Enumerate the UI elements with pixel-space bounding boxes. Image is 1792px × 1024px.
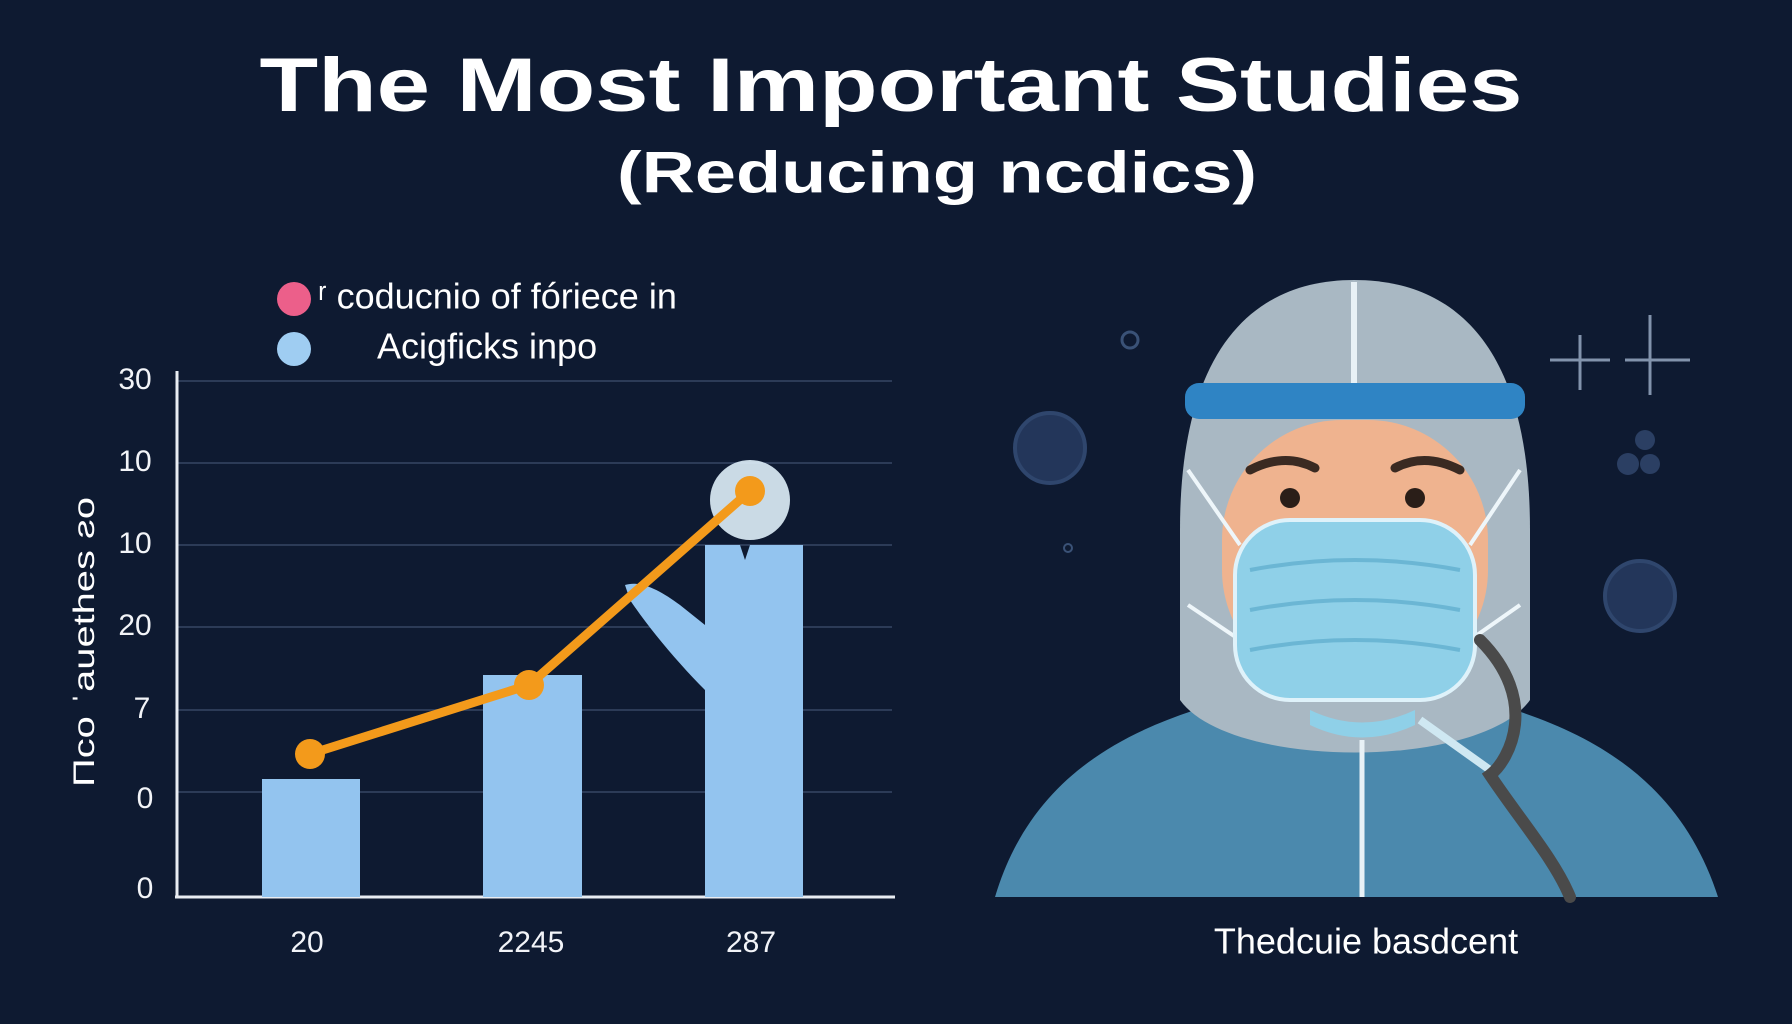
title: The Most Important Studies xyxy=(260,43,1523,128)
eyebrows xyxy=(1245,455,1465,475)
illustration xyxy=(995,280,1718,903)
plus-signs xyxy=(1550,315,1690,395)
bar xyxy=(625,545,803,897)
y-tick-label: 0 xyxy=(137,872,154,905)
point xyxy=(295,739,325,769)
eye xyxy=(1280,488,1300,508)
x-tick-label: 287 xyxy=(726,926,776,959)
y-tick-label: 10 xyxy=(118,445,151,478)
legend-swatch xyxy=(277,282,311,316)
bar xyxy=(483,675,582,897)
bubble xyxy=(1063,543,1073,553)
legend-swatch xyxy=(277,332,311,366)
x-tick-label: 2245 xyxy=(498,926,565,959)
headband xyxy=(1185,383,1525,419)
tube xyxy=(1417,716,1493,774)
stethoscope xyxy=(1474,634,1576,903)
mask-pleats xyxy=(1249,558,1461,652)
eye xyxy=(1405,488,1425,508)
caption: Thedcuie basdcent xyxy=(1214,921,1518,962)
legend-label: ʳ coducnio of fóriece in xyxy=(318,276,677,317)
y-tick-label: 30 xyxy=(118,363,151,396)
bubble xyxy=(1617,453,1639,475)
bubble xyxy=(1640,454,1660,474)
mask-straps xyxy=(1186,468,1522,642)
x-tick-label: 20 xyxy=(290,926,323,959)
y-tick-label: 0 xyxy=(137,782,154,815)
y-tick-label: 7 xyxy=(134,692,151,725)
point xyxy=(514,670,544,700)
subtitle: (Reducing ncdics) xyxy=(617,140,1257,205)
y-axis-label: Πco ˈauethes ƨo xyxy=(68,497,101,787)
decorations xyxy=(1013,315,1690,633)
legend-label: Acigficks inpo xyxy=(377,326,597,367)
y-tick-label: 10 xyxy=(118,527,151,560)
bar xyxy=(262,779,360,897)
bubble xyxy=(1120,330,1140,350)
bubble xyxy=(1013,411,1087,485)
mask xyxy=(1233,518,1477,702)
y-tick-label: 20 xyxy=(118,609,151,642)
bubble xyxy=(1635,430,1655,450)
bubble xyxy=(1603,559,1677,633)
point xyxy=(735,476,765,506)
collar xyxy=(1310,710,1415,738)
